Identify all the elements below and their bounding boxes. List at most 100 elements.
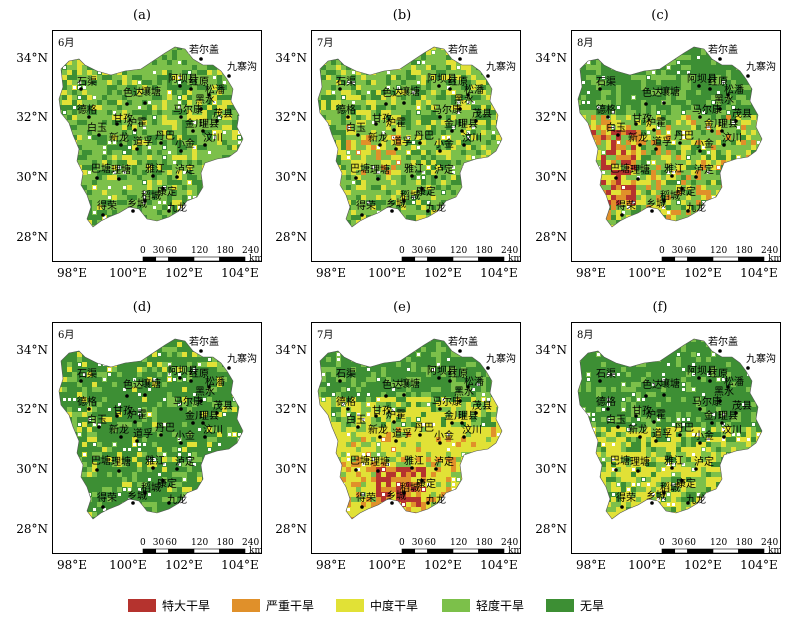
drought-cell [731,170,736,175]
city-label: 泸定 [175,163,195,176]
drought-cell [496,200,501,205]
drought-cell [701,105,706,110]
drought-cell [217,70,222,75]
drought-cell [187,230,192,235]
drought-cell [72,125,77,130]
drought-cell [751,175,756,180]
drought-cell [731,70,736,75]
drought-cell [366,75,371,80]
drought-cell [72,165,77,170]
drought-cell [421,195,426,200]
drought-cell [401,130,406,135]
drought-cell [496,160,501,165]
drought-cell [356,200,361,205]
drought-cell [87,205,92,210]
drought-cell [112,85,117,90]
drought-cell [626,175,631,180]
drought-cell [581,145,586,150]
drought-cell [476,85,481,90]
drought-cell [481,200,486,205]
drought-cell [182,80,187,85]
nodata-cell [587,91,590,94]
drought-cell [656,220,661,225]
drought-cell [726,190,731,195]
drought-cell [416,210,421,215]
drought-cell [147,175,152,180]
drought-cell [356,55,361,60]
drought-cell [376,230,381,235]
nodata-cell [457,101,460,104]
drought-cell [701,90,706,95]
drought-cell [681,75,686,80]
drought-cell [157,175,162,180]
drought-cell [621,150,626,155]
drought-cell [636,150,641,155]
drought-cell [232,170,237,175]
drought-cell [366,155,371,160]
drought-cell [97,90,102,95]
drought-cell [212,200,217,205]
nodata-cell [677,201,680,204]
drought-cell [601,100,606,105]
drought-cell [451,100,456,105]
drought-cell [67,75,72,80]
drought-cell [596,230,601,235]
drought-cell [741,85,746,90]
drought-cell [102,160,107,165]
drought-cell [391,65,396,70]
drought-cell [651,215,656,220]
drought-cell [102,205,107,210]
scale-segment [401,256,416,261]
drought-cell [72,95,77,100]
drought-cell [336,75,341,80]
drought-cell [97,130,102,135]
drought-cell [626,47,631,50]
scale-tick-label: 180 [476,246,493,256]
drought-cell [147,347,152,352]
drought-cell [601,160,606,165]
drought-cell [691,85,696,90]
drought-cell [691,140,696,145]
drought-cell [446,150,451,155]
drought-cell [59,105,62,110]
drought-cell [107,50,112,55]
drought-cell [596,140,601,145]
drought-cell [661,125,666,130]
drought-cell [92,105,97,110]
drought-cell [681,85,686,90]
drought-cell [157,130,162,135]
drought-cell [97,125,102,130]
drought-cell [202,90,207,95]
city-marker [448,87,452,91]
drought-cell [207,200,212,205]
drought-cell [611,47,616,50]
drought-cell [701,55,706,60]
drought-cell [661,170,666,175]
drought-cell [172,140,177,145]
drought-cell [59,155,62,160]
nodata-cell [682,111,685,114]
drought-cell [651,120,656,125]
drought-cell [92,115,97,120]
drought-cell [596,200,601,205]
drought-cell [401,220,406,225]
drought-cell [736,165,741,170]
drought-cell [341,205,346,210]
nodata-cell [163,146,166,149]
drought-cell [132,220,137,225]
drought-cell [237,185,242,190]
drought-cell [486,195,491,200]
drought-cell [321,210,326,215]
drought-cell [726,230,731,235]
nodata-cell [647,161,650,164]
drought-cell [157,155,162,160]
drought-cell [636,85,641,90]
drought-cell [366,105,371,110]
drought-cell [386,90,391,95]
drought-cell [147,215,152,220]
drought-cell [586,175,591,180]
drought-cell [132,47,137,50]
drought-cell [361,230,366,235]
drought-cell [471,215,476,220]
nodata-cell [702,111,705,114]
